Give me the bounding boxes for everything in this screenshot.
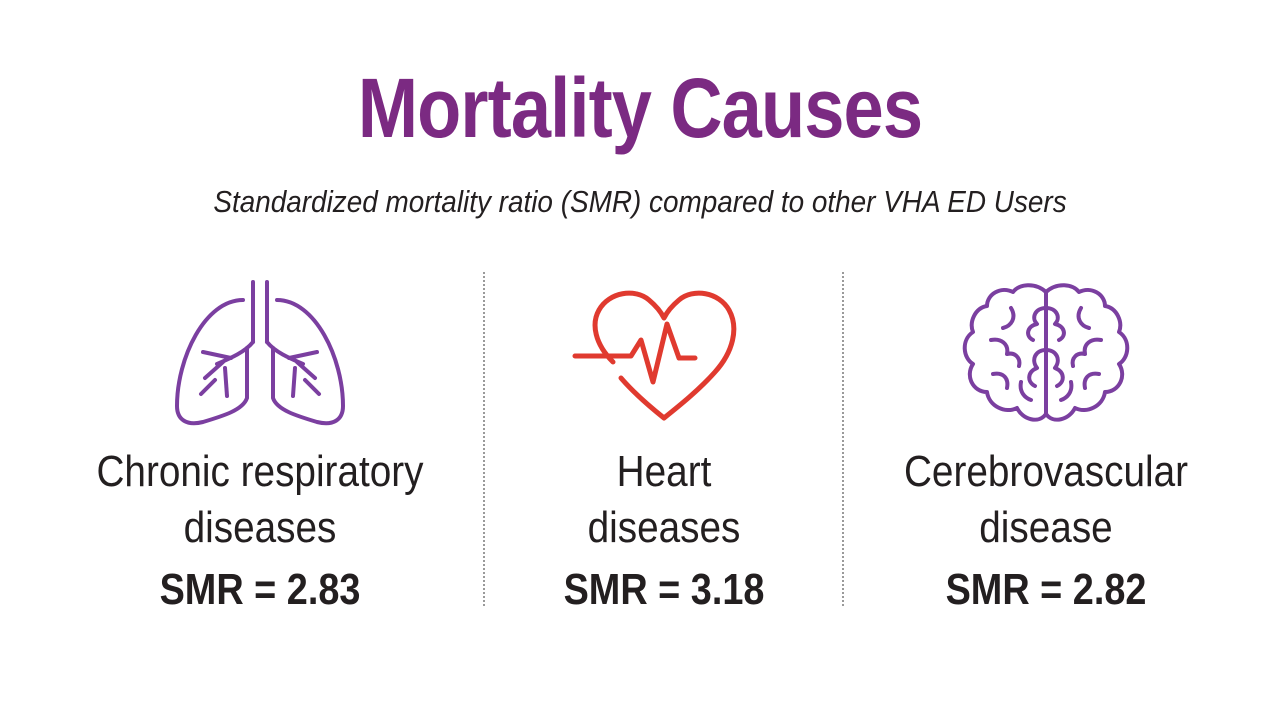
cause-label-line1: Chronic respiratory: [96, 447, 424, 496]
page-subtitle: Standardized mortality ratio (SMR) compa…: [213, 184, 1067, 219]
page-title: Mortality Causes: [357, 61, 923, 155]
column-divider-left: [483, 272, 485, 606]
lungs-icon: [175, 280, 345, 426]
smr-value: SMR = 2.83: [159, 565, 361, 614]
cause-label: Cerebrovascular disease: [870, 444, 1222, 556]
cause-label-line1: Cerebrovascular: [903, 447, 1189, 496]
cause-label-line1: Heart: [616, 447, 712, 496]
cause-label-line2: disease: [979, 503, 1113, 552]
column-divider-right: [842, 272, 844, 606]
cause-card-respiratory: Chronic respiratory diseases SMR = 2.83: [60, 270, 460, 620]
heart-icon: [572, 290, 737, 421]
cause-label: Chronic respiratory diseases: [84, 444, 436, 556]
smr-value: SMR = 2.82: [945, 565, 1147, 614]
cause-label-line2: diseases: [183, 503, 337, 552]
brain-icon: [962, 283, 1130, 422]
smr-value: SMR = 3.18: [563, 565, 765, 614]
cause-card-cerebrovascular: Cerebrovascular disease SMR = 2.82: [846, 270, 1246, 620]
cause-card-heart: Heart diseases SMR = 3.18: [464, 270, 864, 620]
cause-label-line2: diseases: [587, 503, 741, 552]
cause-label: Heart diseases: [488, 444, 840, 556]
